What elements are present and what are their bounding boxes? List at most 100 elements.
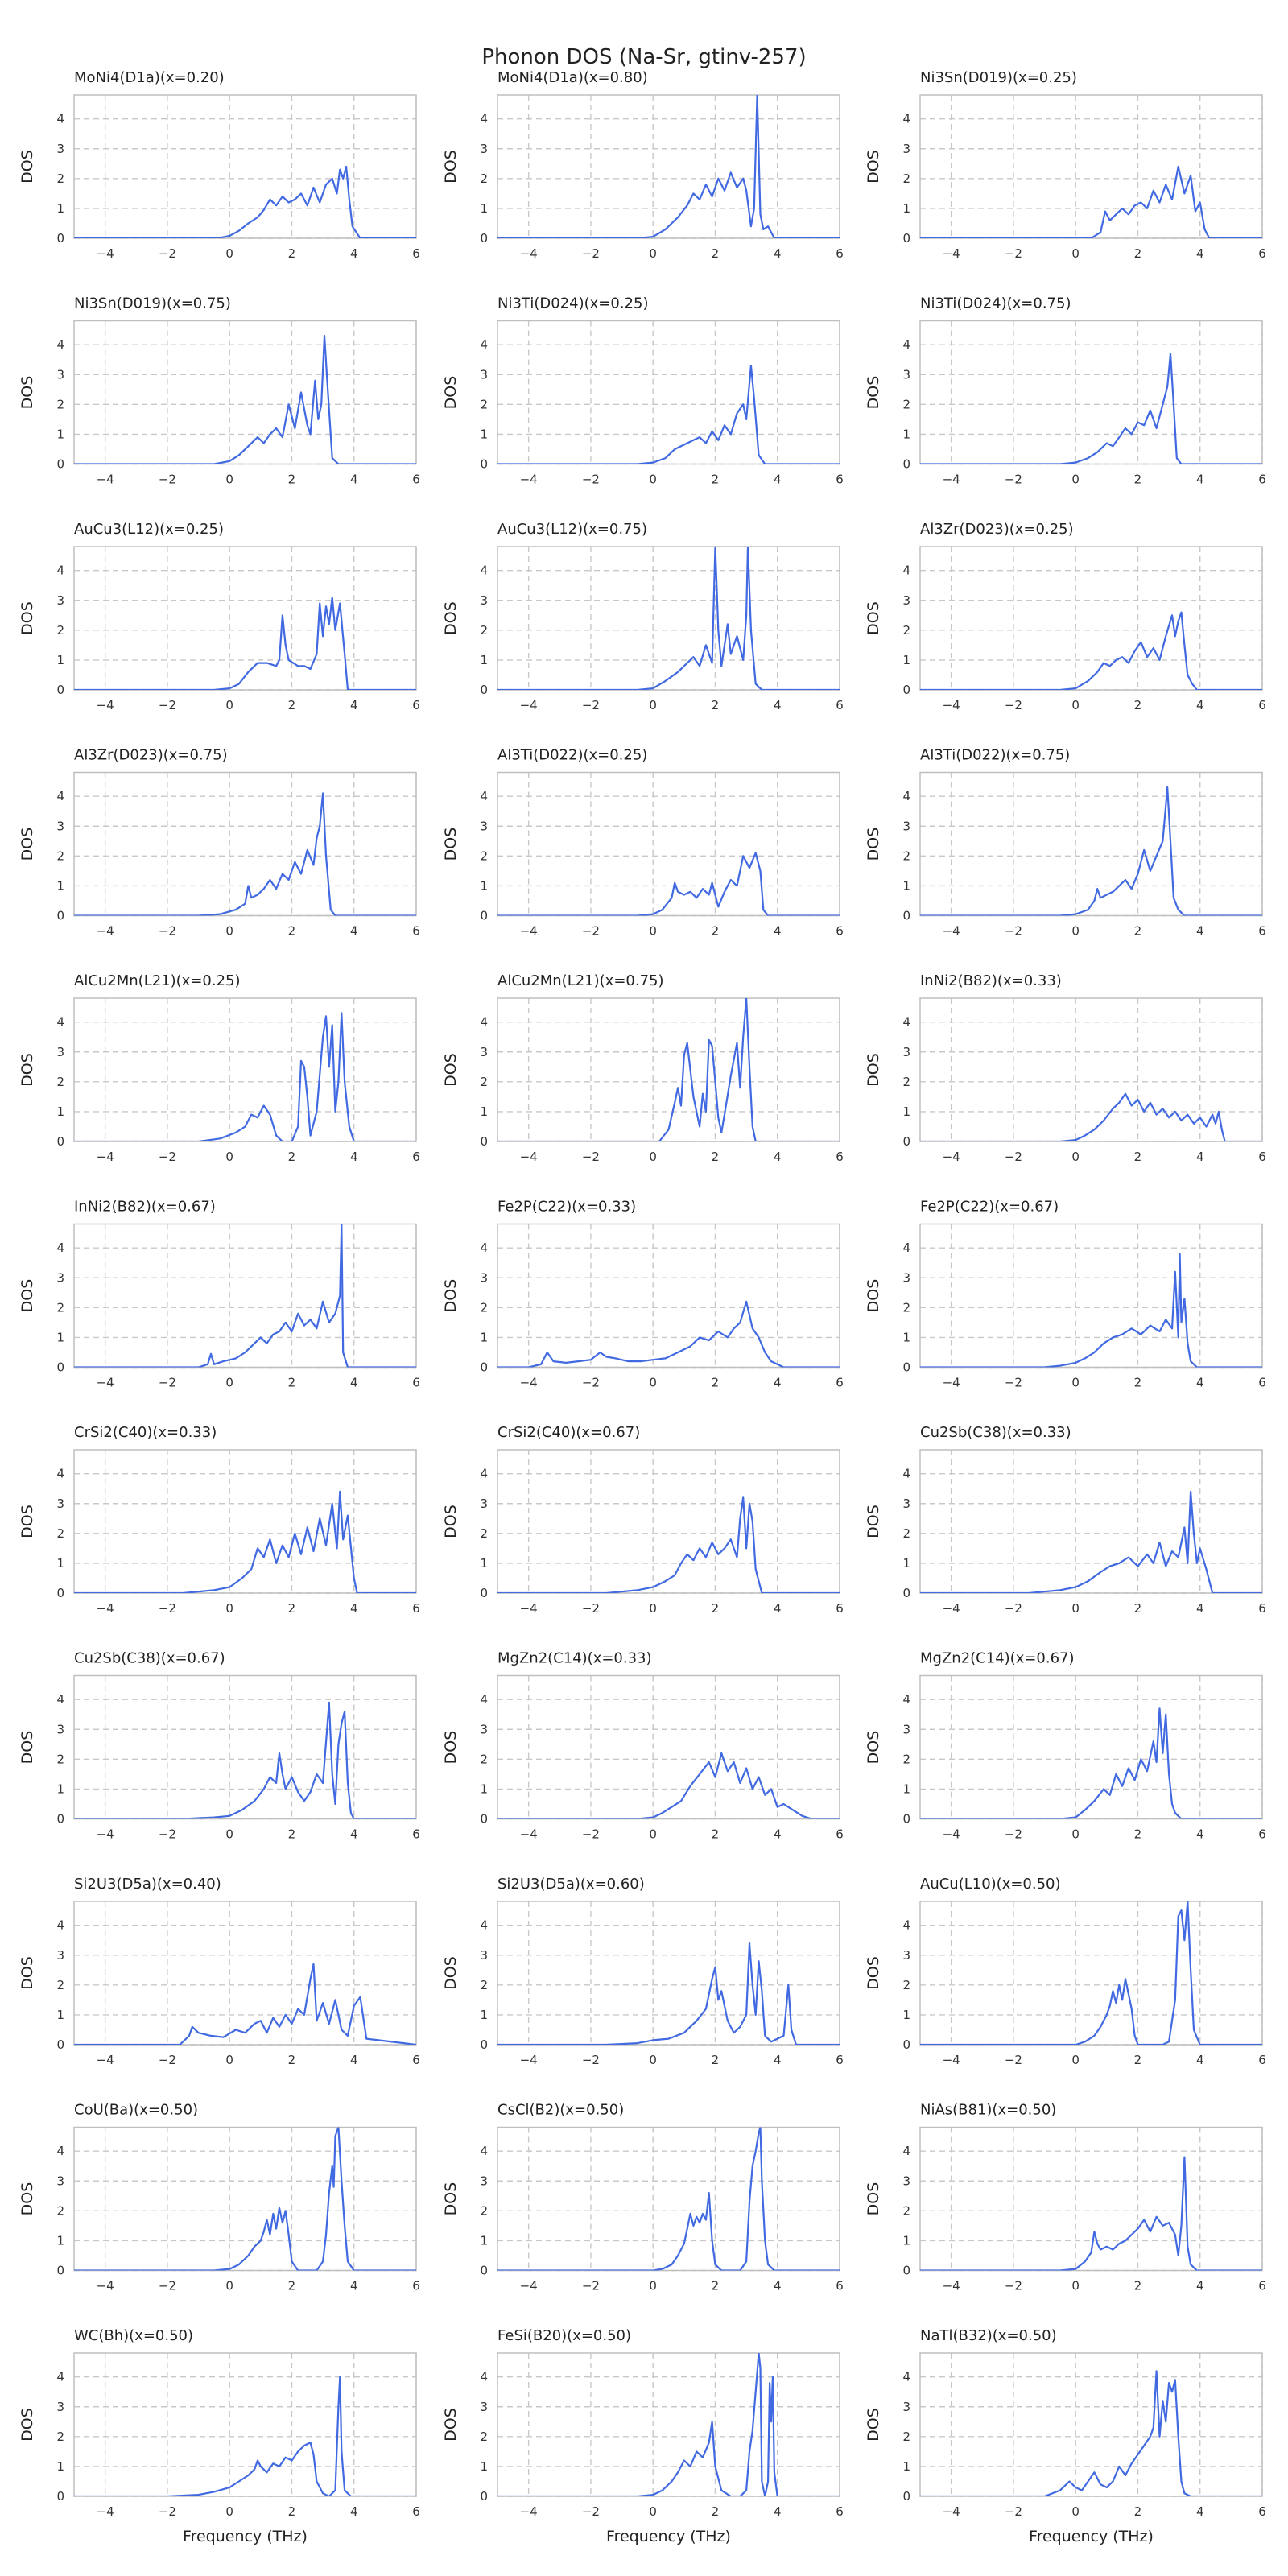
plot-area [497, 2127, 840, 2271]
subplot: −4 −2 0 2 4 6 0 1 2 3 4 DOS MoNi4(D1a)(x=0.80) [442, 69, 844, 261]
plot-frame [497, 1223, 840, 1368]
plot-frame [919, 320, 1263, 465]
x-tick-label: 6 [412, 1601, 420, 1616]
dos-series-line [497, 1752, 840, 1819]
y-tick-label: 2 [56, 1978, 64, 1992]
x-tick-label: 4 [350, 698, 358, 712]
x-tick-label: 6 [412, 2504, 420, 2519]
dos-series-line [920, 611, 1262, 690]
y-tick-label: 1 [902, 653, 910, 667]
x-tick-label: −2 [582, 2053, 600, 2067]
plot-area [497, 95, 840, 238]
y-tick-label: 3 [56, 367, 64, 382]
x-tick-label: −2 [1005, 1150, 1022, 1164]
y-tick-label: 0 [480, 231, 488, 246]
y-tick-label: 2 [902, 2429, 910, 2444]
x-tick-label: 4 [350, 2504, 358, 2519]
y-tick-label: 0 [56, 1586, 64, 1600]
plot-frame [497, 997, 840, 1142]
dos-series-line [497, 852, 840, 916]
x-tick-label: 6 [1258, 1376, 1266, 1390]
y-axis-label: DOS [865, 1279, 882, 1313]
y-tick-label: 1 [902, 1330, 910, 1344]
y-tick-label: 1 [480, 1781, 488, 1796]
plot-frame [919, 2352, 1263, 2497]
subplot-title: Cu2Sb(C38)(x=0.33) [920, 1424, 1071, 1441]
y-tick-label: 2 [480, 2429, 488, 2444]
y-tick-label: 0 [480, 909, 488, 923]
subplot: −4 −2 0 2 4 6 0 1 2 3 4 DOS Al3Ti(D022)(x=0.75) [865, 747, 1266, 939]
x-tick-label: −2 [1005, 2053, 1022, 2067]
y-tick-label: 2 [902, 1752, 910, 1766]
plot-area [497, 772, 840, 916]
x-tick-label: 0 [225, 1376, 233, 1390]
y-tick-label: 4 [56, 789, 64, 803]
plot-frame [497, 320, 840, 465]
x-tick-label: 6 [1258, 246, 1266, 261]
y-tick-label: 2 [902, 848, 910, 863]
x-tick-label: −4 [943, 1601, 960, 1616]
x-tick-label: 4 [774, 1376, 782, 1390]
y-tick-label: 1 [902, 2233, 910, 2248]
y-tick-label: 1 [56, 427, 64, 441]
x-tick-label: 0 [225, 2053, 233, 2067]
subplot-title: CoU(Ba)(x=0.50) [74, 2102, 198, 2119]
y-tick-label: 2 [56, 1526, 64, 1541]
x-tick-label: 0 [649, 473, 657, 487]
y-tick-label: 3 [56, 2174, 64, 2188]
subplot: −4 −2 0 2 4 6 0 1 2 3 4 DOS Ni3Sn(D019)(x=0.25) [865, 69, 1266, 261]
y-tick-label: 4 [480, 112, 488, 126]
x-tick-label: 6 [836, 2053, 844, 2067]
plot-area [920, 1901, 1262, 2045]
y-tick-label: 1 [902, 1556, 910, 1571]
y-tick-label: 0 [56, 2489, 64, 2504]
x-tick-label: −4 [97, 2053, 114, 2067]
subplot: −4 −2 0 2 4 6 0 1 2 3 4 DOS CsCl(B2)(x=0.50) [442, 2102, 844, 2293]
y-tick-label: 2 [480, 397, 488, 411]
y-tick-label: 2 [902, 171, 910, 186]
plot-area [920, 772, 1262, 916]
y-tick-label: 0 [56, 2037, 64, 2052]
x-tick-label: 2 [712, 2504, 720, 2519]
x-tick-label: 2 [1134, 246, 1142, 261]
plot-frame [919, 1223, 1263, 1368]
plot-area [920, 1224, 1262, 1368]
y-tick-label: 4 [480, 2370, 488, 2384]
y-axis-label: DOS [19, 150, 36, 184]
x-tick-label: 2 [288, 246, 296, 261]
subplot: −4 −2 0 2 4 6 0 1 2 3 4 DOS CrSi2(C40)(x=0.67) [442, 1424, 844, 1616]
subplot-title: Ni3Sn(D019)(x=0.25) [920, 69, 1077, 86]
y-tick-label: 4 [56, 2370, 64, 2384]
x-tick-label: −4 [520, 1376, 538, 1390]
y-tick-label: 0 [56, 909, 64, 923]
subplot-title: Ni3Ti(D024)(x=0.75) [920, 295, 1071, 312]
dos-series-line [74, 2376, 416, 2496]
x-tick-label: 6 [836, 246, 844, 261]
x-tick-label: 2 [712, 473, 720, 487]
y-axis-label: DOS [865, 828, 882, 861]
x-tick-label: 0 [225, 473, 233, 487]
x-tick-label: 4 [1196, 1376, 1204, 1390]
x-tick-label: 2 [1134, 2053, 1142, 2067]
y-tick-label: 1 [480, 427, 488, 441]
y-axis-label: DOS [865, 150, 882, 184]
x-tick-label: −4 [97, 698, 114, 712]
x-tick-label: 4 [1196, 2504, 1204, 2519]
x-tick-label: 6 [1258, 924, 1266, 939]
x-tick-label: −4 [97, 473, 114, 487]
dos-series-line [74, 165, 416, 238]
y-tick-label: 2 [902, 1075, 910, 1089]
x-tick-label: −2 [582, 698, 600, 712]
dos-series-line [920, 1901, 1262, 2045]
y-tick-label: 1 [902, 1104, 910, 1119]
x-tick-label: −4 [520, 924, 538, 939]
plot-area [74, 2127, 416, 2271]
x-tick-label: −4 [943, 473, 960, 487]
x-tick-label: 0 [1071, 1827, 1080, 1842]
y-tick-label: 0 [480, 2489, 488, 2504]
plot-area [920, 998, 1262, 1141]
dos-series-line [497, 365, 840, 464]
subplot: −4 −2 0 2 4 6 0 1 2 3 4 DOS AuCu3(L12)(x=0.75) [442, 521, 844, 712]
x-tick-label: −2 [1005, 924, 1022, 939]
